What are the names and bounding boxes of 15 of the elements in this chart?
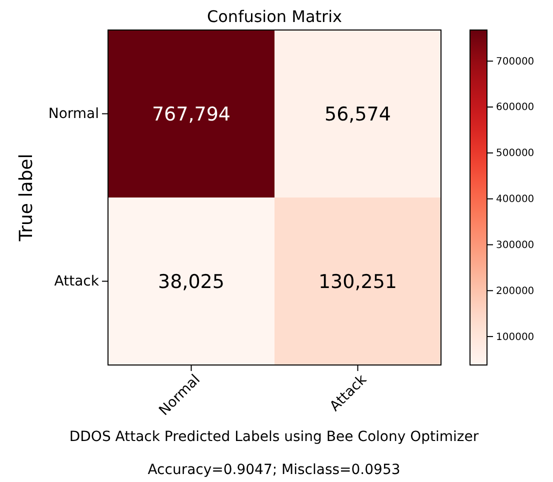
chart-title: Confusion Matrix <box>206 7 342 26</box>
color-bar-label: 300000 <box>496 240 534 251</box>
color-bar-label: 500000 <box>496 148 534 160</box>
color-bar-label: 600000 <box>496 102 534 114</box>
color-bar-label: 700000 <box>496 56 534 68</box>
color-bar-label: 400000 <box>496 194 534 206</box>
text: Accuracy=0.9047; Misclass=0.0953 <box>148 462 400 478</box>
color-bar-label: 100000 <box>496 332 534 343</box>
data-label: 130,251 <box>318 270 398 293</box>
data-label: 38,025 <box>158 270 224 293</box>
data-label: 767,794 <box>152 103 231 126</box>
data-label: 56,574 <box>324 103 391 126</box>
color-bar-label: 200000 <box>496 286 534 297</box>
x-axis-title: DDOS Attack Predicted Labels using Bee Colony Optimizer <box>69 429 479 445</box>
y-axis-title: True label <box>16 154 37 242</box>
